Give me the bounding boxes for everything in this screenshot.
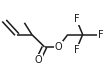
Text: O: O — [54, 42, 62, 52]
Text: O: O — [34, 55, 42, 65]
Text: F: F — [98, 30, 104, 39]
Text: F: F — [73, 45, 79, 55]
Text: F: F — [73, 14, 79, 24]
